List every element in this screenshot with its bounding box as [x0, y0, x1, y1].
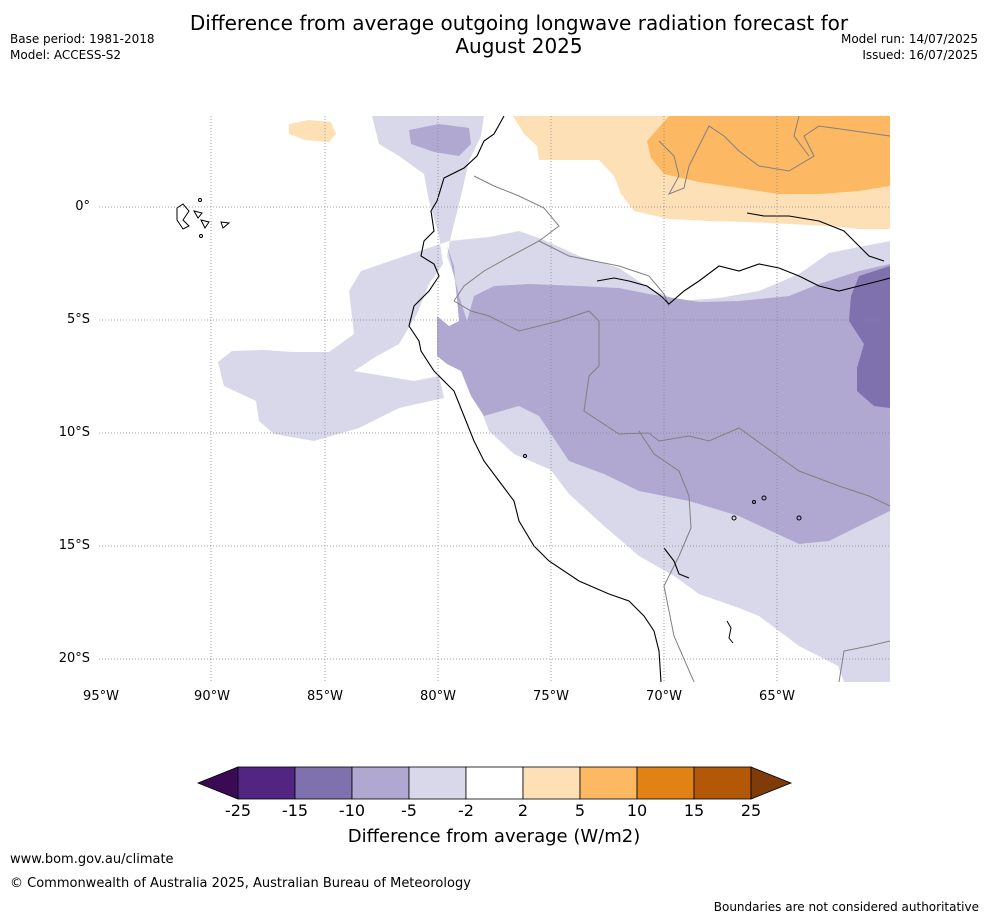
colorbar-extend-low	[196, 766, 239, 800]
title-line-2: August 2025	[455, 34, 583, 58]
colorbar-label: -10	[338, 801, 366, 820]
copyright-notice: © Commonwealth of Australia 2025, Austra…	[10, 876, 471, 891]
base-period: Base period: 1981-2018	[10, 32, 155, 46]
x-tick-label: 70°W	[646, 689, 682, 704]
y-tick-label: 20°S	[58, 651, 90, 666]
anomaly-region-light-purple-top	[409, 124, 471, 156]
colorbar-extend-high	[750, 766, 793, 800]
colorbar-label: -5	[401, 801, 417, 820]
colorbar-bin	[522, 766, 581, 800]
coastline	[408, 116, 890, 682]
title-line-1: Difference from average outgoing longwav…	[189, 11, 849, 35]
chart-title: Difference from average outgoing longwav…	[0, 12, 988, 58]
colorbar-label: -15	[281, 801, 309, 820]
x-tick-label: 75°W	[533, 689, 569, 704]
boundaries-disclaimer: Boundaries are not considered authoritat…	[713, 900, 979, 914]
colorbar	[196, 766, 793, 800]
model-run: Model run: 14/07/2025	[840, 32, 978, 46]
colorbar-label: -25	[224, 801, 252, 820]
y-tick-label: 15°S	[58, 538, 90, 553]
colorbar-bin	[465, 766, 524, 800]
x-tick-label: 85°W	[307, 689, 343, 704]
colorbar-title: Difference from average (W/m2)	[347, 826, 641, 847]
colorbar-label: 5	[574, 801, 586, 820]
website-link[interactable]: www.bom.gov.au/climate	[10, 852, 174, 867]
colorbar-label: 25	[740, 801, 762, 820]
country-borders	[453, 116, 890, 682]
colorbar-bin	[693, 766, 752, 800]
anomaly-region-orange	[647, 116, 890, 194]
colorbar-bin	[237, 766, 296, 800]
y-tick-label: 10°S	[58, 425, 90, 440]
colorbar-bin	[408, 766, 467, 800]
lake-islands	[523, 454, 802, 644]
colorbar-label: -2	[458, 801, 474, 820]
model-name: Model: ACCESS-S2	[10, 48, 122, 62]
gridlines	[99, 116, 890, 682]
colorbar-bin	[294, 766, 353, 800]
colorbar-label: 10	[626, 801, 648, 820]
x-tick-label: 65°W	[759, 689, 795, 704]
issued-date: Issued: 16/07/2025	[862, 48, 978, 62]
x-tick-label: 80°W	[420, 689, 456, 704]
x-tick-label: 95°W	[83, 689, 119, 704]
meta-right: Model run: 14/07/2025 Issued: 16/07/2025	[841, 31, 978, 63]
colorbar-bin	[351, 766, 410, 800]
y-tick-label: 0°	[75, 199, 90, 214]
x-tick-label: 90°W	[194, 689, 230, 704]
anomaly-region-light-orange-small	[289, 120, 336, 142]
meta-left: Base period: 1981-2018 Model: ACCESS-S2	[10, 31, 155, 63]
galapagos-islands	[176, 198, 231, 238]
colorbar-label: 2	[517, 801, 529, 820]
colorbar-bin	[579, 766, 638, 800]
anomaly-region-dark-purple	[849, 266, 890, 408]
map-panel	[99, 116, 890, 682]
y-tick-label: 5°S	[66, 312, 90, 327]
colorbar-label: 15	[683, 801, 705, 820]
colorbar-bin	[636, 766, 695, 800]
